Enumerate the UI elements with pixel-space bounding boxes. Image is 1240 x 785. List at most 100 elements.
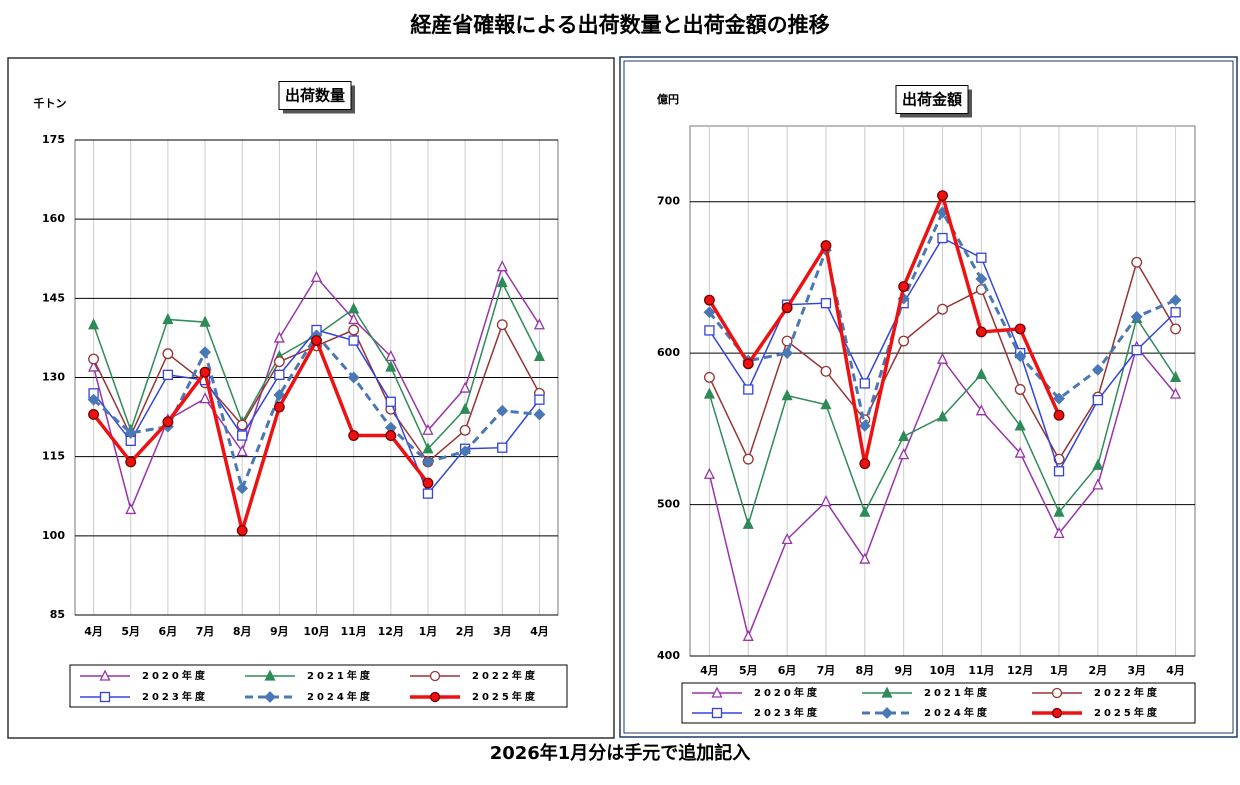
marker (125, 456, 137, 468)
marker (742, 629, 754, 641)
marker (742, 517, 754, 529)
legend-marker (99, 691, 111, 703)
marker (274, 369, 285, 381)
y-tick-label: 500 (657, 498, 680, 511)
x-tick-label: 11月 (340, 625, 366, 638)
x-tick-label: 11月 (968, 664, 994, 677)
legend-label: 2020年度 (754, 686, 820, 699)
title-box (895, 85, 969, 114)
marker (87, 393, 100, 406)
y-tick-label: 700 (657, 195, 680, 208)
marker (975, 367, 987, 379)
marker (858, 419, 871, 432)
marker (422, 423, 434, 435)
marker (199, 392, 211, 404)
marker (497, 442, 508, 453)
marker (704, 325, 715, 336)
x-tick-label: 2月 (456, 625, 475, 638)
marker (937, 232, 948, 244)
marker (742, 453, 754, 465)
x-tick-label: 4月 (1166, 664, 1185, 677)
marker (311, 335, 322, 347)
legend-label: 2021年度 (924, 686, 990, 699)
marker (859, 552, 871, 564)
legend-label: 2024年度 (924, 706, 990, 719)
legend-marker (429, 670, 441, 682)
legend-label: 2025年度 (472, 690, 538, 703)
marker (1170, 387, 1182, 399)
x-tick-label: 9月 (270, 625, 289, 638)
marker (781, 347, 794, 360)
x-tick-label: 12月 (378, 625, 404, 638)
marker (703, 294, 715, 306)
marker (273, 331, 285, 343)
marker (859, 458, 871, 470)
y-tick-label: 160 (42, 212, 65, 225)
marker (88, 360, 100, 372)
marker (422, 488, 434, 499)
marker (1170, 370, 1182, 383)
marker (937, 190, 948, 202)
y-tick-label: 130 (42, 371, 65, 384)
x-tick-label: 3月 (493, 625, 512, 638)
marker (936, 352, 949, 364)
marker (820, 298, 832, 309)
marker (703, 371, 715, 383)
x-tick-label: 5月 (739, 664, 758, 677)
marker (976, 252, 987, 263)
marker (820, 365, 832, 377)
panel-right-inner (623, 60, 1234, 734)
marker (496, 319, 508, 331)
marker (459, 424, 471, 436)
legend-label: 2023年度 (142, 690, 208, 703)
marker (975, 326, 987, 338)
marker (533, 349, 545, 362)
marker (898, 281, 910, 292)
legend-label: 2024年度 (307, 690, 373, 703)
x-tick-label: 7月 (817, 664, 836, 677)
marker (236, 419, 248, 431)
legend-label: 2023年度 (754, 706, 820, 719)
legend-marker (881, 686, 893, 698)
marker (88, 408, 100, 420)
legend-box (69, 664, 568, 708)
x-tick-label: 9月 (894, 664, 913, 677)
legend-marker (711, 686, 723, 698)
marker (459, 402, 471, 414)
page-title: 経産省確報による出荷数量と出荷金額の推移 (410, 13, 829, 37)
legend-label: 2021年度 (307, 669, 373, 682)
marker (496, 260, 508, 272)
x-tick-label: 1月 (419, 625, 438, 638)
marker (820, 495, 832, 507)
marker (199, 366, 211, 378)
marker (1170, 323, 1182, 335)
marker (422, 477, 434, 489)
marker (781, 532, 793, 545)
y-tick-label: 175 (42, 133, 65, 146)
y-axis-unit: 千トン (34, 96, 67, 110)
marker (88, 353, 100, 365)
legend-marker (881, 707, 893, 719)
marker (1053, 505, 1065, 517)
marker (459, 445, 472, 458)
marker (273, 356, 285, 368)
x-tick-label: 6月 (778, 664, 797, 677)
marker (1053, 453, 1065, 465)
marker (162, 312, 174, 325)
y-tick-label: 145 (42, 291, 65, 304)
marker (781, 389, 793, 401)
marker (348, 312, 360, 325)
marker (859, 378, 870, 389)
marker (459, 381, 471, 393)
legend-label: 2022年度 (472, 669, 538, 682)
marker (1131, 256, 1143, 268)
legend-marker (711, 707, 723, 719)
marker (310, 270, 323, 282)
marker (237, 430, 248, 441)
chart-title: 出荷金額 (902, 91, 962, 109)
marker (1014, 384, 1026, 395)
marker (1014, 323, 1026, 335)
marker (975, 273, 988, 285)
marker (1131, 344, 1142, 356)
